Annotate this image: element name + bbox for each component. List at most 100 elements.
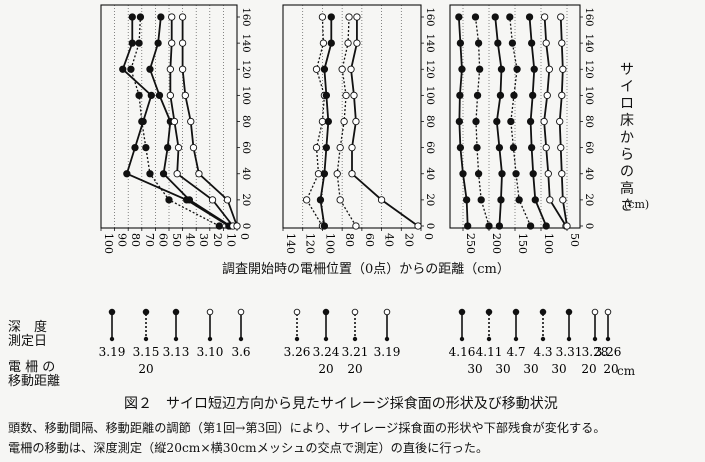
data-point-1 [563, 222, 571, 230]
series-4.11 [471, 13, 493, 230]
legend-date-label: 3.15 [133, 345, 160, 359]
y-tick-label-6: 100 [424, 86, 435, 105]
plot-frame [282, 4, 422, 229]
data-point-3 [544, 170, 552, 178]
legend-move-value-1: 30 [467, 362, 482, 376]
y-tick-label-6: 100 [240, 86, 251, 105]
x-tick-label-11: 0 [238, 233, 251, 240]
legend-move-value-3: 30 [523, 362, 538, 376]
data-point-8 [128, 39, 136, 47]
data-point-4 [131, 143, 139, 152]
data-point-5 [187, 117, 195, 126]
legend-move-value-2: 30 [495, 362, 510, 376]
data-point-3 [529, 170, 537, 178]
legend-item-3.26: 3.26 [595, 308, 622, 359]
data-point-2 [303, 196, 311, 204]
legend-fence-label: 電 柵 の [8, 360, 56, 375]
data-point-9 [128, 13, 136, 21]
data-point-4 [509, 143, 518, 152]
data-point-2 [223, 196, 232, 204]
series-3.6 [178, 13, 241, 230]
legend-date-label: 4.16 [449, 345, 476, 359]
legend-date-label: 3.28 [582, 345, 609, 359]
data-point-8 [456, 39, 465, 47]
legend-date-label: 3.31 [556, 345, 583, 359]
data-point-9 [318, 13, 327, 21]
data-point-1 [233, 222, 241, 230]
legend-marker-bottom [540, 336, 546, 342]
data-point-8 [558, 39, 566, 47]
data-point-4 [542, 143, 550, 152]
data-point-3 [173, 170, 181, 178]
data-point-8 [474, 39, 483, 47]
data-point-8 [494, 39, 502, 47]
series-3.21 [333, 13, 360, 230]
data-point-3 [558, 170, 566, 178]
legend-item-3.31: 3.31 [556, 308, 583, 359]
x-tick-label-10: 10 [224, 233, 237, 247]
y-tick-label-9: 160 [583, 7, 594, 26]
data-point-2 [559, 196, 567, 204]
y-tick-label-8: 140 [240, 34, 251, 53]
x-tick-label-3: 150 [516, 233, 529, 254]
data-point-7 [497, 65, 506, 73]
data-point-9 [506, 13, 514, 21]
data-point-5 [540, 117, 548, 126]
legend-date-label: 3.26 [595, 345, 622, 359]
legend-unit: cm [617, 364, 636, 378]
data-point-6 [543, 91, 551, 100]
data-point-2 [515, 196, 523, 204]
legend-marker-top [512, 308, 520, 316]
data-point-4 [456, 143, 465, 152]
data-point-4 [348, 143, 356, 152]
legend-group-3: 4.16 4.11 4.7 4.3 3.31 3.283.26 30 30 30 30 20 20 [449, 308, 622, 376]
legend-date-label: 測定日 [8, 334, 48, 349]
legend-marker-bottom [352, 336, 358, 342]
data-point-1 [414, 222, 422, 230]
legend-item-4.11: 4.11 [476, 308, 502, 359]
data-point-1 [526, 222, 535, 230]
series-4.7 [491, 13, 506, 230]
y-tick-label-4: 60 [240, 141, 251, 154]
series-3.26 [303, 13, 329, 230]
data-point-4 [142, 143, 150, 152]
data-point-7 [545, 65, 553, 73]
data-point-9 [455, 13, 463, 21]
panel-1: 100 90 80 70 60 50 40 30 20 10 0020406080100120140… [100, 4, 251, 254]
data-point-5 [556, 117, 564, 126]
y-tick-label-7: 120 [583, 60, 594, 79]
data-point-1 [495, 222, 504, 230]
legend-marker-bottom [384, 336, 390, 342]
data-point-9 [168, 13, 176, 21]
data-point-6 [155, 91, 164, 100]
x-tick-label-5: 60 [363, 233, 376, 247]
data-point-7 [475, 65, 484, 73]
data-point-6 [166, 91, 175, 100]
legend-move-value-2: 20 [347, 362, 362, 376]
series-3.15 [127, 13, 223, 230]
data-point-4 [336, 143, 344, 152]
y-tick-label-8: 140 [583, 34, 594, 53]
data-point-2 [462, 196, 471, 204]
x-tick-label-5: 50 [568, 233, 581, 247]
legend-marker-bottom [207, 336, 213, 342]
legend-move-value-1: 20 [318, 362, 333, 376]
data-point-9 [345, 13, 353, 21]
legend-item-4.3: 4.3 [533, 308, 553, 359]
data-point-5 [324, 117, 332, 126]
legend-date-label: 3.21 [342, 345, 369, 359]
legend-date-label: 3.13 [163, 345, 190, 359]
legend-date-label: 3.10 [197, 345, 224, 359]
data-point-8 [508, 39, 517, 47]
legend-marker-top [351, 308, 359, 316]
legend-item-3.24: 3.24 [313, 308, 340, 359]
data-point-6 [496, 91, 505, 100]
legend-marker-bottom [513, 336, 519, 342]
y-tick-label-1: 0 [240, 223, 251, 229]
right-axis-unit: (cm) [624, 198, 650, 211]
data-point-9 [471, 13, 480, 21]
legend-item-3.19: 3.19 [99, 308, 125, 359]
data-point-7 [119, 65, 127, 73]
data-point-4 [557, 143, 565, 152]
